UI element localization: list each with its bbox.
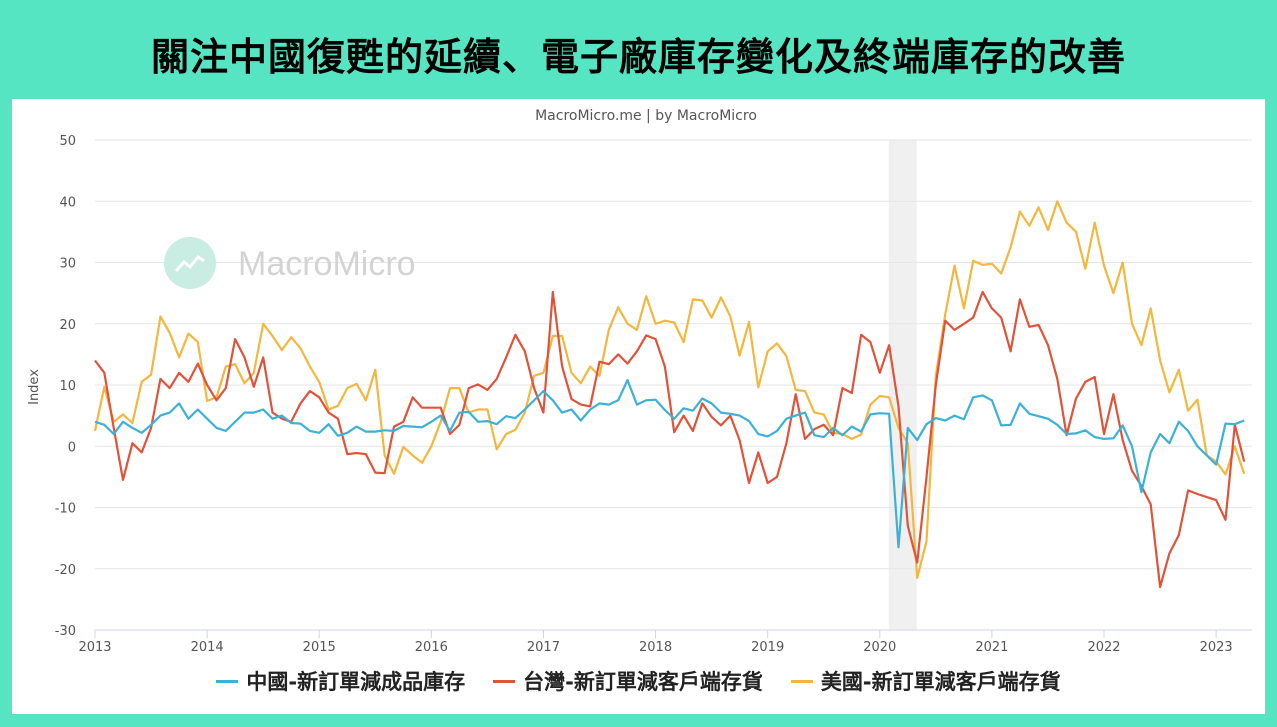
y-tick-label: 20 [59,318,76,333]
x-tick-label: 2016 [415,640,448,655]
x-tick-label: 2020 [863,640,896,655]
legend: 中國-新訂單減成品庫存 台灣-新訂單減客戶端存貨 美國-新訂單減客戶端存貨 [0,666,1277,696]
y-tick-label: -10 [55,502,76,517]
x-tick-label: 2022 [1087,640,1120,655]
x-tick-label: 2018 [639,640,672,655]
x-tick-label: 2021 [975,640,1008,655]
x-tick-label: 2023 [1200,640,1233,655]
y-tick-label: 40 [59,195,76,210]
legend-swatch [790,679,813,683]
legend-label: 美國-新訂單減客戶端存貨 [820,670,1061,694]
legend-item-usa[interactable]: 美國-新訂單減客戶端存貨 [790,666,1061,696]
chart-title: MacroMicro.me | by MacroMicro [535,108,757,124]
y-tick-label: 10 [59,379,76,394]
legend-item-taiwan[interactable]: 台灣-新訂單減客戶端存貨 [493,666,763,696]
series-line-china[interactable] [94,379,1245,549]
watermark: MacroMicro [164,237,416,289]
legend-label: 中國-新訂單減成品庫存 [246,670,466,694]
x-tick-label: 2017 [527,640,560,655]
series-line-usa[interactable] [93,200,1246,579]
macromicro-logo-icon [164,237,216,289]
watermark-text: MacroMicro [238,245,416,283]
series-line-taiwan[interactable] [94,290,1246,589]
y-tick-label: -30 [55,624,76,639]
legend-swatch [216,679,239,683]
y-tick-label: 50 [59,134,76,149]
logo-chart-line [174,254,205,272]
y-tick-label: 30 [59,257,76,272]
x-tick-label: 2014 [191,640,224,655]
y-axis-label: Index [27,369,42,405]
legend-label: 台灣-新訂單減客戶端存貨 [523,670,763,694]
legend-swatch [493,679,516,683]
y-tick-label: 0 [68,440,76,455]
line-chart: MacroMicro -30 -20 -10 0 10 20 30 40 50 2013 2014 2… [27,108,1252,655]
x-tick-label: 2019 [751,640,784,655]
x-tick-label: 2013 [78,640,111,655]
legend-item-china[interactable]: 中國-新訂單減成品庫存 [216,666,465,696]
x-tick-label: 2015 [303,640,336,655]
page-title: 關注中國復甦的延續、電子廠庫存變化及終端庫存的改善 [150,35,1126,79]
y-tick-label: -20 [55,563,76,578]
chart-panel: MacroMicro -30 -20 -10 0 10 20 30 40 50 2013 2014 2… [12,99,1265,714]
